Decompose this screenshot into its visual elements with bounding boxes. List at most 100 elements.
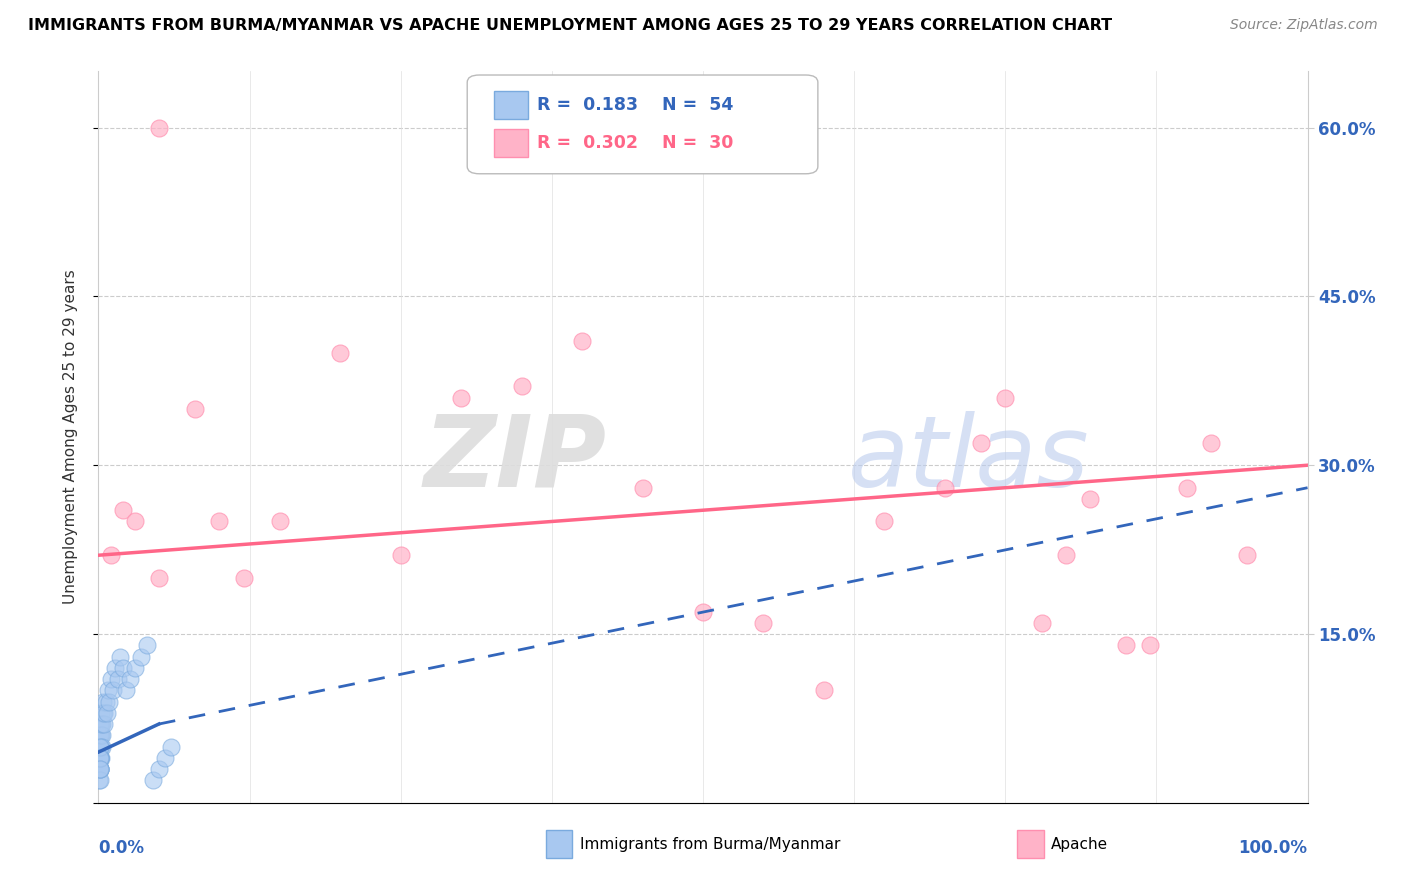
Point [93,706,115,720]
Text: ZIP: ZIP [423,410,606,508]
Point [994,391,1017,405]
Point [934,481,956,495]
Point [100,548,122,562]
Point [89,751,111,765]
Point [631,481,654,495]
Point [101,683,124,698]
Point [89,728,111,742]
Point [1031,615,1053,630]
Text: 100.0%: 100.0% [1239,839,1308,857]
Point [1078,491,1101,506]
Point [100,672,122,686]
Point [89,717,111,731]
Point [129,649,152,664]
FancyBboxPatch shape [494,91,527,119]
Point [1139,638,1161,652]
Point [160,739,183,754]
Point [90,706,112,720]
Point [89,751,111,765]
Point [89,751,111,765]
Point [89,728,111,742]
Point [118,672,141,686]
Point [89,762,111,776]
Point [111,503,134,517]
Point [93,717,115,731]
Point [91,706,114,720]
Point [1054,548,1077,562]
Point [89,739,111,754]
Point [89,762,111,776]
FancyBboxPatch shape [546,830,572,858]
Point [1236,548,1258,562]
Point [1175,481,1198,495]
Text: atlas: atlas [848,410,1090,508]
Point [89,762,111,776]
Text: R =  0.183    N =  54: R = 0.183 N = 54 [537,96,734,114]
Point [232,571,254,585]
Point [90,728,112,742]
Point [124,515,146,529]
Point [329,345,352,359]
Point [752,615,775,630]
Text: Apache: Apache [1052,837,1108,852]
Point [89,762,111,776]
Point [813,683,835,698]
Point [90,717,112,731]
Point [89,751,111,765]
Point [153,751,176,765]
Point [142,773,165,788]
Point [91,694,114,708]
Point [108,649,131,664]
Point [269,515,291,529]
Text: Source: ZipAtlas.com: Source: ZipAtlas.com [1230,18,1378,32]
Point [90,751,112,765]
Text: R =  0.302    N =  30: R = 0.302 N = 30 [537,134,734,152]
Point [873,515,896,529]
Point [89,773,111,788]
Point [1115,638,1137,652]
Point [90,739,112,754]
Point [89,773,111,788]
Point [98,694,121,708]
Point [89,717,111,731]
Point [89,751,111,765]
Point [87,739,110,754]
Point [111,661,134,675]
Point [389,548,412,562]
Point [135,638,157,652]
Text: IMMIGRANTS FROM BURMA/MYANMAR VS APACHE UNEMPLOYMENT AMONG AGES 25 TO 29 YEARS C: IMMIGRANTS FROM BURMA/MYANMAR VS APACHE … [28,18,1112,33]
Point [97,683,120,698]
Point [89,739,111,754]
Text: Immigrants from Burma/Myanmar: Immigrants from Burma/Myanmar [579,837,839,852]
Point [104,661,127,675]
Point [148,120,170,135]
Point [90,739,112,754]
Point [208,515,231,529]
Point [692,605,714,619]
Point [91,717,114,731]
Point [148,571,170,585]
Point [148,762,170,776]
Point [89,728,111,742]
Point [89,751,111,765]
Point [90,728,112,742]
Point [124,661,146,675]
Point [1199,435,1222,450]
Text: 0.0%: 0.0% [98,839,145,857]
Point [184,401,207,416]
Point [89,739,111,754]
Point [970,435,993,450]
FancyBboxPatch shape [467,75,818,174]
Point [510,379,533,393]
Point [107,672,129,686]
Point [450,391,472,405]
FancyBboxPatch shape [1018,830,1045,858]
Point [96,706,118,720]
Point [94,694,117,708]
FancyBboxPatch shape [494,129,527,157]
Point [89,762,111,776]
Point [571,334,593,349]
Point [89,762,111,776]
Point [115,683,138,698]
Y-axis label: Unemployment Among Ages 25 to 29 years: Unemployment Among Ages 25 to 29 years [63,269,77,605]
